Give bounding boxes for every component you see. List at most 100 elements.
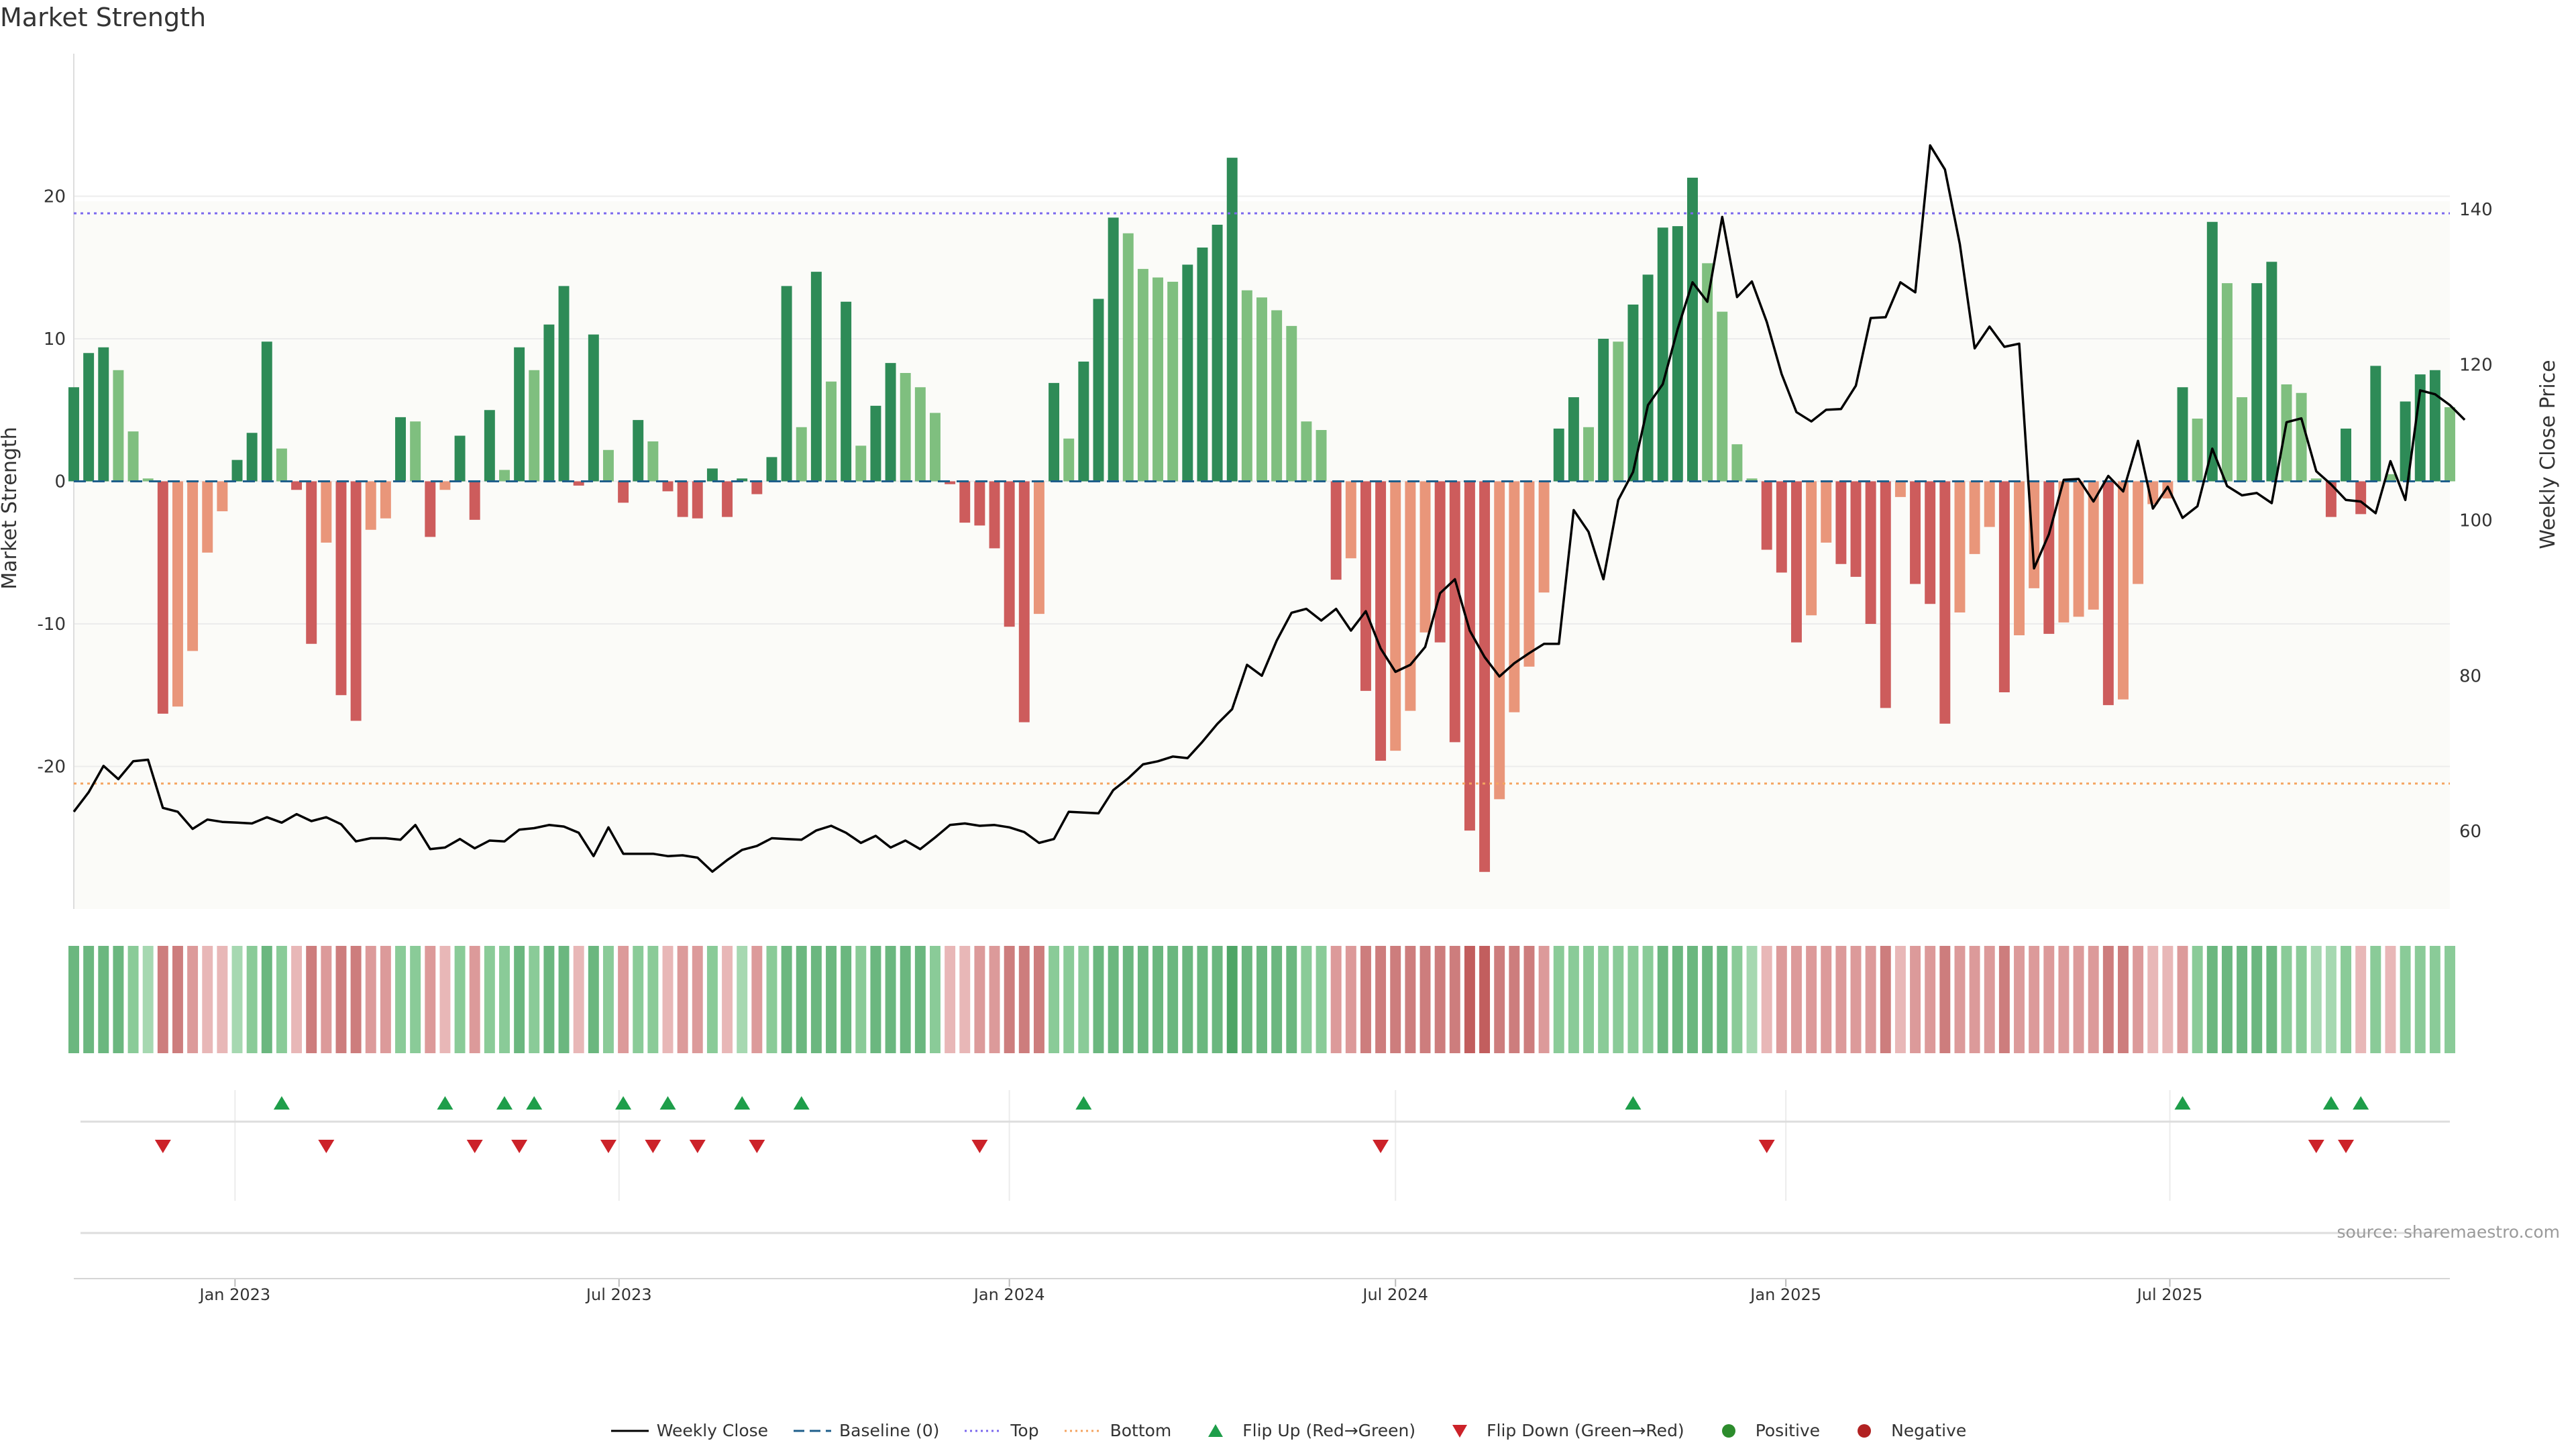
y-tick-label: -10 [38,614,66,635]
heat-strip-cell [1256,946,1267,1053]
strength-bar [2014,481,2025,635]
heat-strip-cell [321,946,332,1053]
heat-strip-cell [2251,946,2263,1053]
strength-bar [826,381,837,482]
heat-strip-cell [662,946,674,1053]
heat-strip-cell [529,946,540,1053]
strength-bar [588,334,599,482]
strength-bar [959,481,971,523]
flip-down-marker [466,1140,483,1153]
legend-item: Weekly Close [610,1421,768,1440]
strength-bar [2445,407,2455,482]
flip-up-marker [1625,1096,1642,1110]
strength-bar [1761,481,1772,550]
strength-bar [1746,478,1758,482]
strength-bar [1702,263,1713,482]
heat-strip-cell [1731,946,1743,1053]
strength-bar [633,420,644,482]
heat-strip-cell [558,946,570,1053]
legend-item: Negative [1844,1421,1966,1440]
strength-bar [2237,397,2248,482]
heat-strip-cell [2177,946,2188,1053]
flip-up-marker [1075,1096,1092,1110]
strength-bar [1984,481,1995,527]
strength-bar [722,481,733,517]
strength-bar [1553,428,1564,482]
strength-bar [1197,248,1208,482]
strength-bar [1078,362,1089,482]
legend-label: Weekly Close [656,1421,769,1440]
flip-down-marker [749,1140,765,1153]
heat-strip-cell [1746,946,1758,1053]
flip-up-marker [496,1096,513,1110]
heat-strip-cell [1672,946,1683,1053]
strength-bar [1316,430,1327,482]
strength-bar [1894,481,1906,497]
strength-bar [2251,283,2263,482]
strength-bar [1241,290,1252,482]
strength-bar [1687,177,1698,482]
heat-strip-cell [187,946,199,1053]
y-tick-label: 20 [44,187,66,207]
heat-strip-cell [2029,946,2040,1053]
strength-bar [737,478,748,482]
heat-strip-cell [2310,946,2322,1053]
heat-strip-cell [1925,946,1936,1053]
strength-bar [113,370,124,482]
heat-strip-cell [514,946,525,1053]
heat-strip-cell [1494,946,1505,1053]
strength-bar [1152,277,1164,482]
strength-bar [469,481,480,520]
strength-bar [83,353,95,482]
flip-down-marker [971,1140,988,1153]
strength-bar [380,481,391,519]
heat-strip-cell [959,946,971,1053]
heat-strip-cell [2281,946,2292,1053]
strength-bar [2281,384,2292,482]
heat-strip-cell [1583,946,1594,1053]
strength-bar [1776,481,1787,573]
heat-strip-cell [2073,946,2084,1053]
strength-bar [1939,481,1951,724]
strength-bar [98,347,109,482]
strength-bar [454,435,466,482]
strength-bar [974,481,985,526]
x-tick-label: Jan 2024 [973,1285,1045,1304]
y-axis-title: Market Strength [0,427,21,589]
flip-up-marker [659,1096,676,1110]
heat-strip-cell [1271,946,1283,1053]
y2-tick-label: 80 [2459,666,2481,686]
strength-bar [558,286,570,482]
heat-strip-cell [1568,946,1579,1053]
heat-strip-cell [2118,946,2129,1053]
strength-bar [2043,481,2055,634]
strength-bar [529,370,540,482]
heat-strip-cell [1657,946,1668,1053]
heat-strip-cell [1479,946,1491,1053]
heat-strip-cell [2192,946,2203,1053]
heat-strip-cell [1790,946,1802,1053]
strength-bar [706,468,718,482]
legend-label: Flip Down (Green→Red) [1487,1421,1684,1440]
dashed-line-icon [794,1430,832,1432]
strength-bar [1865,481,1876,624]
strength-bar [573,481,584,486]
heat-strip-cell [380,946,391,1053]
strength-bar [1509,481,1520,712]
legend-swatch-shape [1721,1424,1735,1438]
heat-strip-cell [618,946,629,1053]
heat-strip-cell [499,946,510,1053]
strength-bar [1108,217,1119,482]
flip-up-marker [273,1096,290,1110]
heat-strip-cell [276,946,287,1053]
legend-item: Flip Down (Green→Red) [1440,1421,1684,1440]
heat-strip-cell [781,946,792,1053]
flip-up-marker [793,1096,810,1110]
heat-strip-cell [1969,946,1980,1053]
heat-strip-cell [2445,946,2455,1053]
heat-strip-cell [1954,946,1966,1053]
heat-strip-cell [1910,946,1921,1053]
strength-bar [1212,225,1223,482]
strength-bar [127,431,139,482]
